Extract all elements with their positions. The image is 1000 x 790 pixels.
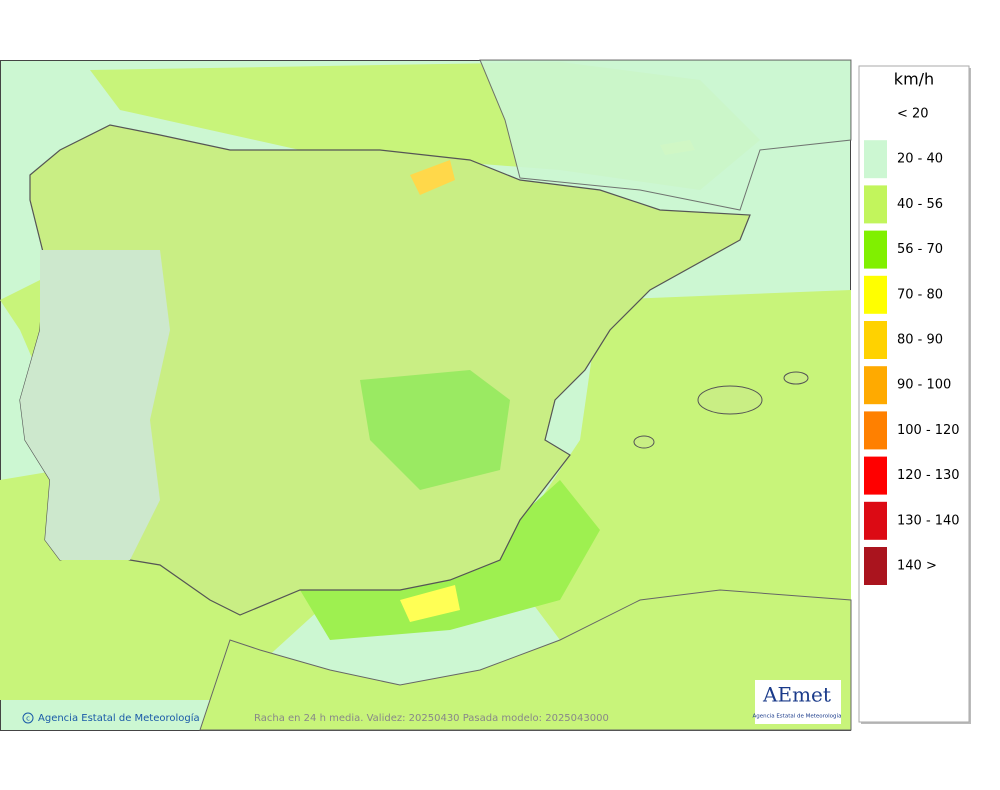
legend-swatch [864,456,887,495]
legend-label: 20 - 40 [897,152,943,167]
legend-label: 56 - 70 [897,242,943,257]
portugal [20,250,170,560]
copyright-mark: c [26,715,30,723]
africa [199,589,852,731]
legend-label: 130 - 140 [897,513,960,528]
legend-label: 100 - 120 [897,423,960,438]
legend-swatch [864,411,887,450]
logo-subtitle: Agencia Estatal de Meteorología [753,713,842,720]
legend-swatch [864,501,887,540]
legend-swatch [864,366,887,405]
legend-label: < 20 [897,107,929,122]
legend-title: km/h [894,70,934,89]
logo-name: AEmet [762,683,831,707]
legend-label: 80 - 90 [897,333,943,348]
legend-label: 40 - 56 [897,197,943,212]
legend-swatch [864,230,887,269]
legend-label: 90 - 100 [897,378,951,393]
legend-items: < 20 20 - 40 40 - 56 56 - 70 70 - 80 80 - 90 9… [864,107,960,585]
ibiza [633,435,655,449]
mallorca [697,385,763,415]
legend-label: 70 - 80 [897,287,943,302]
logo-box [755,680,841,724]
copyright-icon [22,712,34,724]
legend-label: 140 > [897,559,937,574]
legend-label: 120 - 130 [897,468,960,483]
inland-band [360,370,510,490]
caption: Racha en 24 h media. Validez: 20250430 P… [254,713,609,724]
menorca [783,371,809,385]
legend-swatch [864,321,887,359]
france [479,59,852,211]
legend-swatch [864,547,887,585]
legend-swatch [864,140,887,179]
gust-spot [410,160,455,195]
legend-swatch [864,275,887,314]
credit: Agencia Estatal de Meteorología [38,712,200,724]
legend-swatch [864,185,887,224]
